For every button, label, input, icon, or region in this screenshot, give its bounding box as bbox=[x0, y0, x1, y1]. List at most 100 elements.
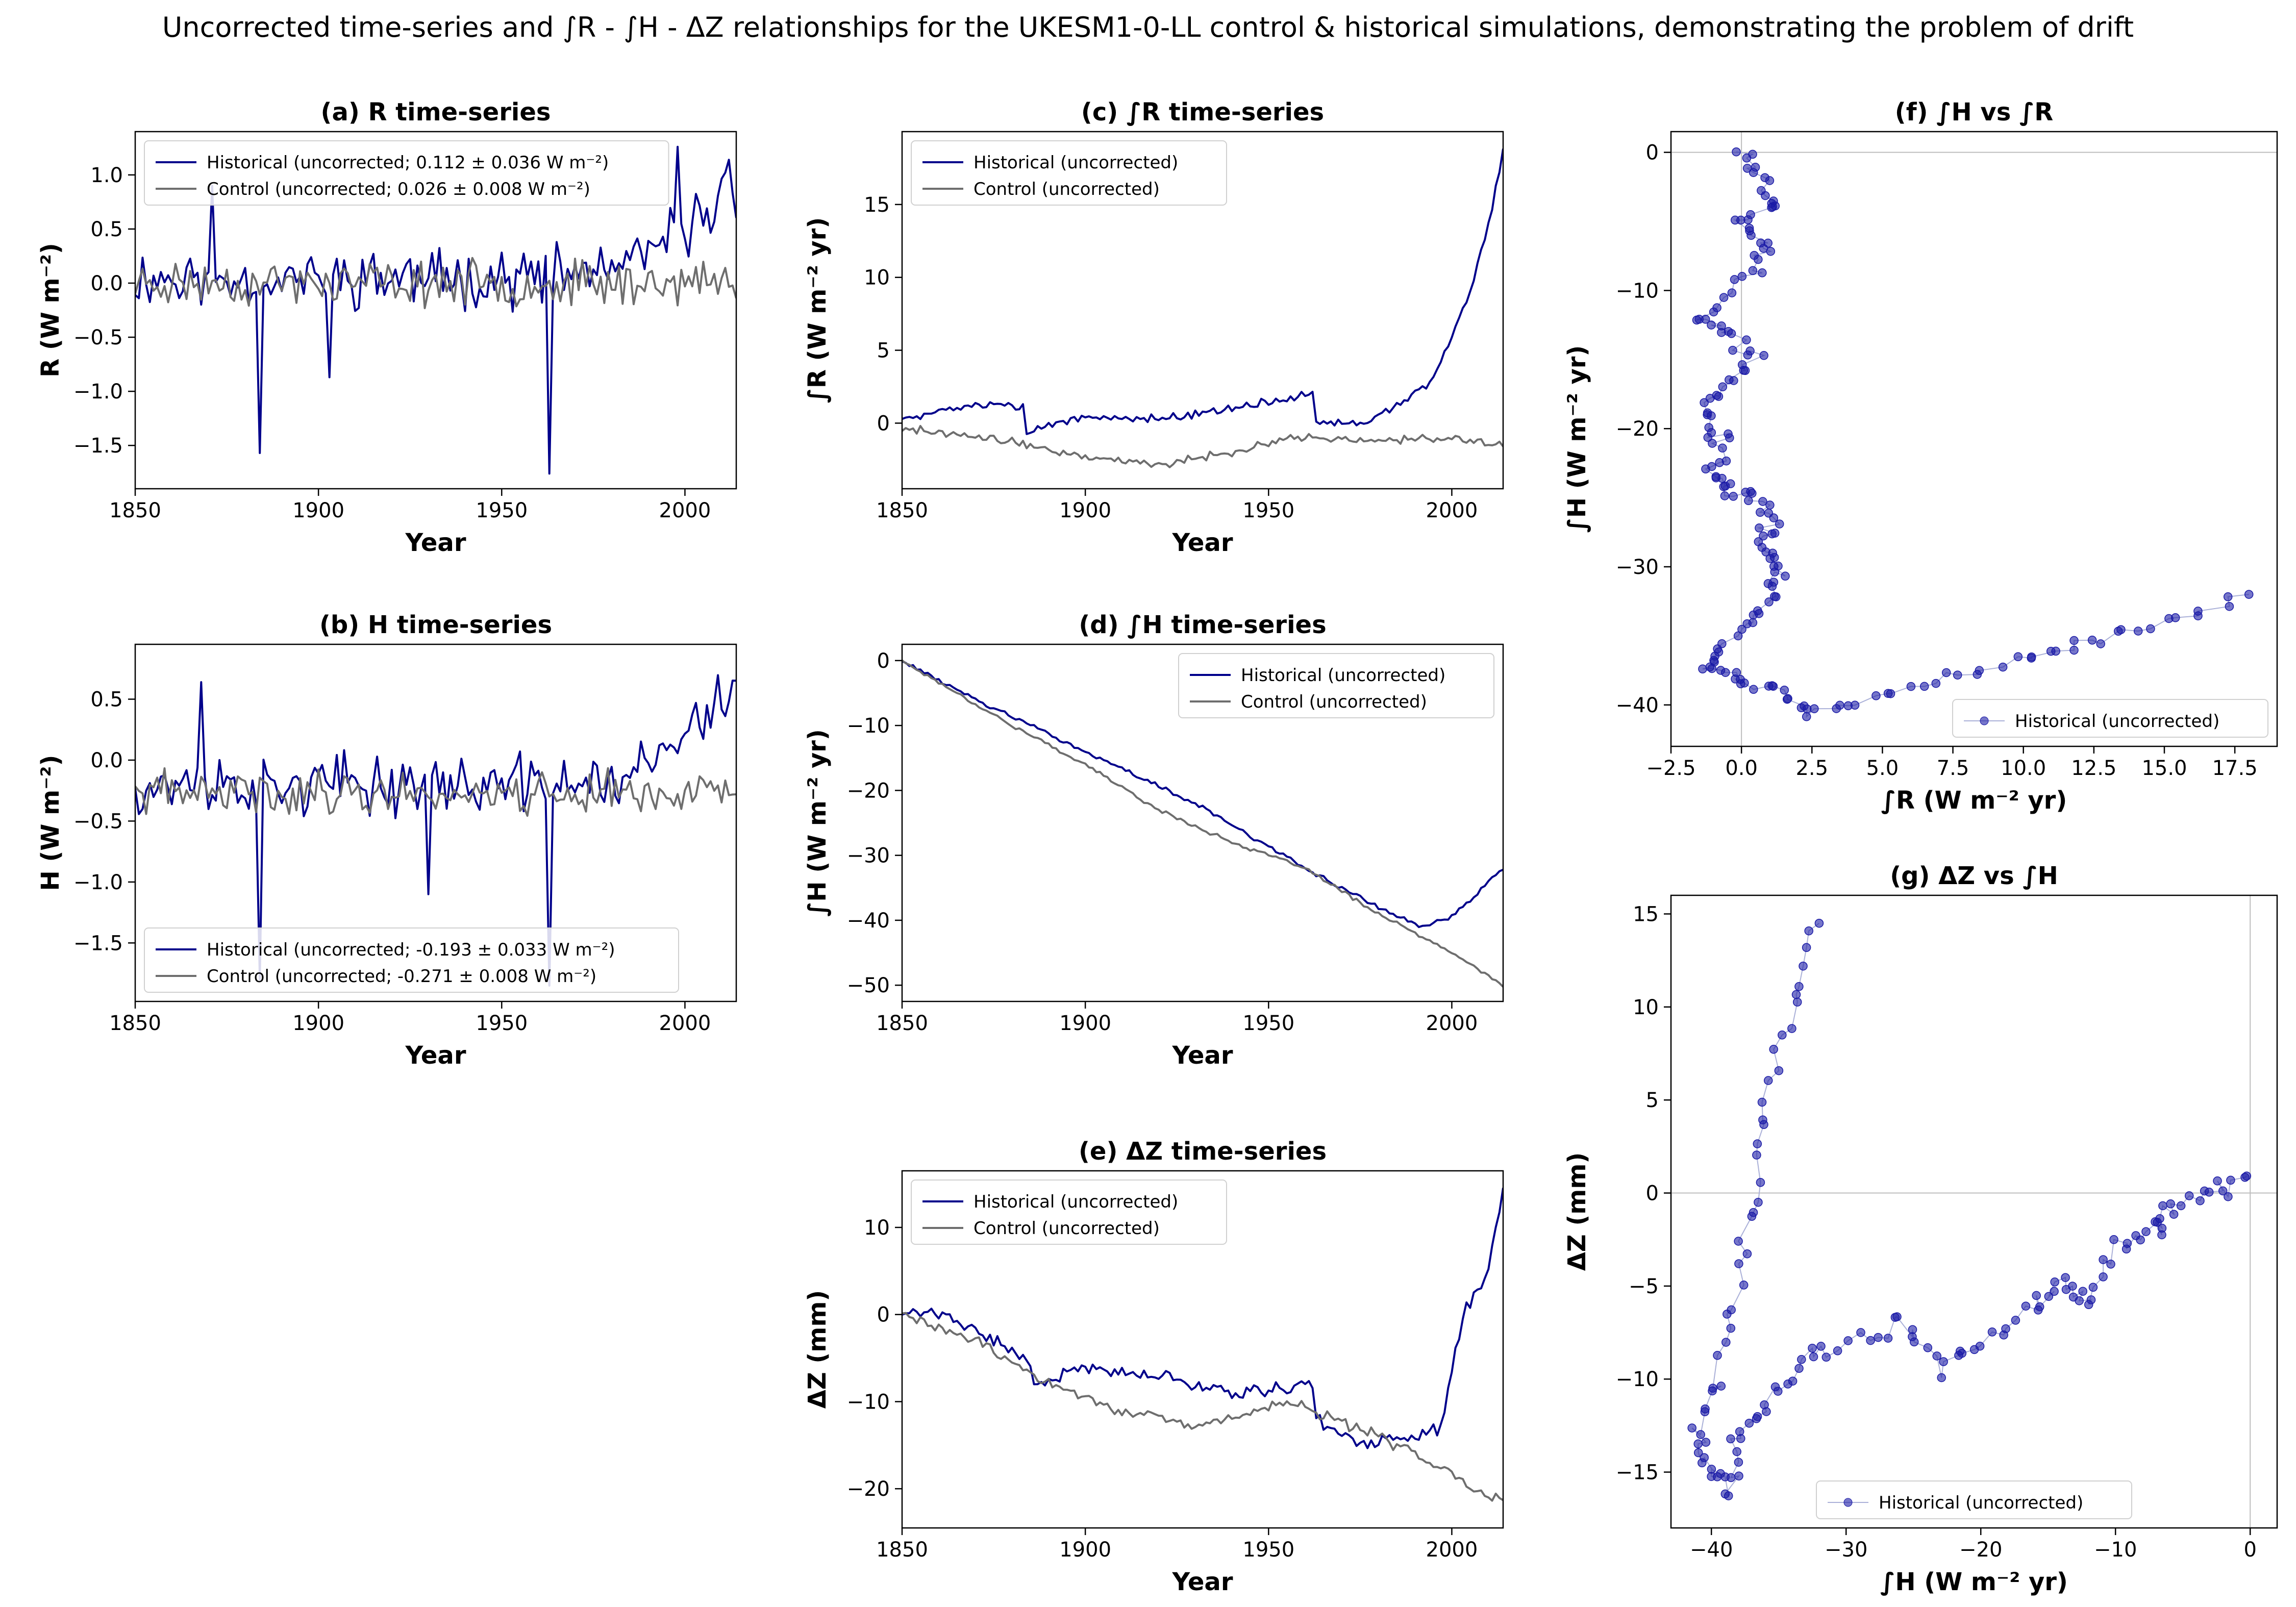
scatter-point bbox=[1737, 624, 1746, 634]
scatter-point bbox=[1770, 1382, 1780, 1392]
scatter-point bbox=[2069, 636, 2079, 645]
legend-d: Historical (uncorrected) Control (uncorre… bbox=[1178, 653, 1494, 718]
panel-f: (f) ∫H vs ∫R −2.5 0.0 2.5 5.0 7.5 10.0 12.5 15.0… bbox=[1563, 98, 2278, 815]
y-tick-label: 0.0 bbox=[90, 749, 123, 772]
series-line-historical-e bbox=[902, 1188, 1503, 1449]
x-tick-label: 1950 bbox=[476, 499, 528, 522]
scatter-point bbox=[1693, 1439, 1703, 1449]
legend-label-historical: Historical (uncorrected) bbox=[974, 1192, 1178, 1212]
scatter-point bbox=[1797, 1355, 1806, 1364]
scatter-point bbox=[1739, 366, 1749, 375]
x-axis-label-f: ∫R (W m⁻² yr) bbox=[1881, 786, 2067, 815]
scatter-point bbox=[1767, 582, 1777, 591]
scatter-point bbox=[2225, 601, 2234, 611]
scatter-point bbox=[1717, 473, 1727, 483]
scatter-point bbox=[1734, 1259, 1743, 1268]
scatter-point bbox=[1749, 685, 1758, 694]
x-tick-label: −30 bbox=[1825, 1538, 1867, 1562]
y-axis-label-c: ∫R (W m⁻² yr) bbox=[803, 217, 832, 404]
scatter-point bbox=[1769, 513, 1779, 522]
scatter-point bbox=[1919, 682, 1929, 691]
panel-a: (a) R time-series 1850 1900 1950 2000 −1.5 −1.… bbox=[36, 98, 737, 557]
series-line-control-b bbox=[135, 767, 736, 817]
scatter-point bbox=[1871, 691, 1881, 700]
scatter-point bbox=[1756, 508, 1765, 517]
scatter-point bbox=[1954, 1351, 1963, 1360]
scatter-point bbox=[2141, 1227, 2151, 1236]
scatter-point bbox=[1809, 1352, 1818, 1362]
scatter-point bbox=[1778, 1031, 1787, 1040]
panel-b: (b) H time-series 1850 1900 1950 2000 −1.5 −1.… bbox=[36, 611, 737, 1070]
scatter-point bbox=[1908, 1332, 1917, 1341]
axes-frame-a bbox=[134, 131, 737, 490]
scatter-point bbox=[1987, 1327, 1997, 1337]
scatter-point bbox=[1843, 1336, 1853, 1345]
y-tick-label: 5 bbox=[877, 339, 890, 363]
scatter-point bbox=[2166, 1199, 2175, 1209]
scatter-point bbox=[1742, 1249, 1752, 1259]
x-axis-label-e: Year bbox=[1172, 1568, 1233, 1596]
panel-d: (d) ∫H time-series 1850 1900 1950 2000 −50 −40… bbox=[803, 611, 1504, 1070]
scatter-point bbox=[1810, 704, 1819, 713]
scatter-point bbox=[1749, 168, 1758, 177]
scatter-point bbox=[1931, 679, 1941, 688]
x-tick-label: 1850 bbox=[109, 499, 161, 522]
scatter-point bbox=[1759, 351, 1768, 360]
scatter-point bbox=[1774, 1066, 1784, 1075]
scatter-point bbox=[1698, 664, 1707, 674]
scatter-point bbox=[1698, 1458, 1707, 1468]
legend-frame bbox=[144, 140, 669, 206]
scatter-point bbox=[1781, 571, 1790, 581]
y-tick-label: −30 bbox=[847, 844, 890, 868]
y-tick-label: −30 bbox=[1616, 556, 1659, 579]
figure-suptitle: Uncorrected time-series and ∫R - ∫H - ΔZ… bbox=[162, 11, 2134, 43]
y-tick-label: 1.0 bbox=[90, 164, 123, 187]
x-tick-label: 2000 bbox=[659, 1012, 711, 1035]
scatter-point bbox=[1761, 191, 1770, 200]
x-tick-label: 1950 bbox=[1242, 499, 1294, 522]
scatter-point bbox=[1729, 376, 1738, 385]
scatter-point bbox=[1742, 164, 1752, 173]
y-tick-label: 0 bbox=[877, 412, 890, 435]
scatter-point bbox=[2033, 1305, 2043, 1315]
scatter-point bbox=[1744, 223, 1754, 233]
scatter-point bbox=[1833, 1346, 1842, 1355]
legend-frame bbox=[911, 140, 1227, 206]
scatter-point bbox=[1707, 411, 1716, 420]
scatter-point bbox=[2096, 639, 2105, 648]
scatter-point bbox=[1718, 443, 1727, 453]
x-tick-label: 1900 bbox=[1059, 1012, 1111, 1035]
scatter-point bbox=[1749, 610, 1758, 620]
axes-frame-f bbox=[1670, 131, 2278, 747]
legend-frame bbox=[911, 1179, 1227, 1245]
x-tick-label: 1850 bbox=[876, 499, 928, 522]
scatter-point bbox=[1703, 433, 1713, 442]
scatter-point bbox=[1923, 1343, 1933, 1352]
scatter-point bbox=[1804, 926, 1813, 936]
x-tick-label: 1900 bbox=[1059, 1538, 1111, 1562]
y-tick-label: 15 bbox=[864, 193, 890, 217]
series-line-control-e bbox=[902, 1312, 1503, 1502]
scatter-point bbox=[1765, 176, 1775, 185]
scatter-point bbox=[1740, 679, 1749, 688]
scatter-point bbox=[1739, 1280, 1749, 1290]
scatter-point bbox=[1850, 700, 1860, 710]
plot-area-d bbox=[902, 659, 1503, 988]
scatter-point bbox=[2088, 1283, 2098, 1292]
scatter-point bbox=[1782, 694, 1792, 704]
legend-label-scatter: Historical (uncorrected) bbox=[1879, 1493, 2083, 1513]
scatter-point bbox=[1886, 689, 1895, 698]
scatter-point bbox=[2218, 1186, 2228, 1196]
x-tick-label: 10.0 bbox=[2001, 757, 2046, 780]
legend-label-control: Control (uncorrected; 0.026 ± 0.008 W m⁻… bbox=[207, 179, 590, 199]
scatter-point bbox=[2226, 1175, 2235, 1185]
scatter-point bbox=[1736, 1434, 1745, 1443]
scatter-point bbox=[1720, 491, 1730, 500]
panels: (a) R time-series 1850 1900 1950 2000 −1.5 −1.… bbox=[36, 98, 2278, 1596]
y-tick-label: −10 bbox=[847, 714, 890, 738]
scatter-point bbox=[1716, 1382, 1726, 1391]
scatter-point bbox=[1746, 231, 1756, 240]
panel-title-g: (g) ΔZ vs ∫H bbox=[1890, 862, 2058, 890]
panel-title-a: (a) R time-series bbox=[321, 98, 551, 127]
scatter-point bbox=[1754, 255, 1763, 264]
